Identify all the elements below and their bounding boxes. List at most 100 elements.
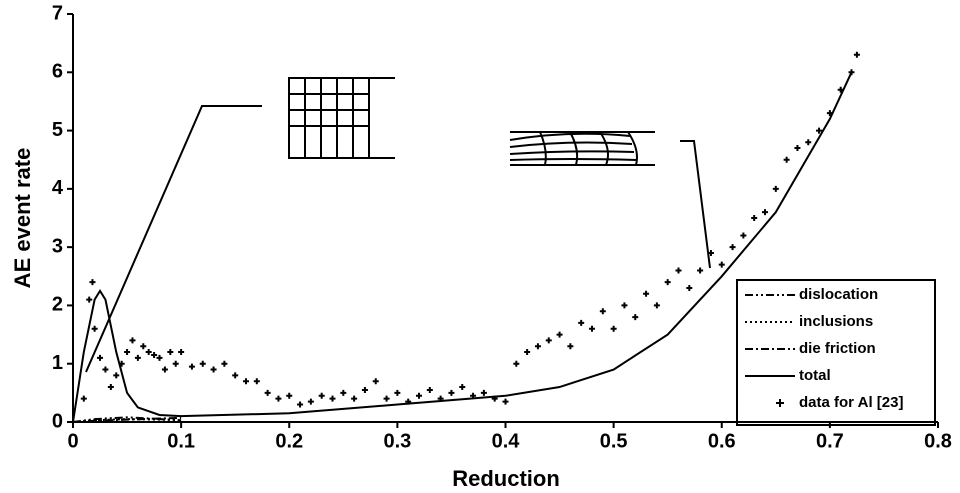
data-point [286, 392, 293, 399]
data-point [113, 372, 120, 379]
data-point [172, 360, 179, 367]
data-point [107, 384, 114, 391]
data-point [545, 337, 552, 344]
x-tick-label: 0.7 [816, 430, 844, 452]
data-point [816, 127, 823, 134]
data-point [524, 349, 531, 356]
data-point [188, 363, 195, 370]
data-point [826, 110, 833, 117]
y-tick-label: 7 [52, 2, 63, 24]
data-point [361, 386, 368, 393]
data-point [502, 398, 509, 405]
data-point [80, 395, 87, 402]
data-point [118, 360, 125, 367]
data-point [340, 389, 347, 396]
y-tick-label: 2 [52, 294, 63, 316]
data-point [740, 232, 747, 239]
y-tick-label: 6 [52, 61, 63, 83]
data-point [102, 366, 109, 373]
data-point [151, 351, 158, 358]
y-tick-label: 3 [52, 235, 63, 257]
data-point [632, 314, 639, 321]
x-tick-label: 0.4 [492, 430, 521, 452]
y-axis-label: AE event rate [10, 148, 35, 289]
data-point [253, 378, 260, 385]
data-point [91, 325, 98, 332]
data-point [480, 389, 487, 396]
data-point [837, 86, 844, 93]
y-tick-label: 0 [52, 410, 63, 432]
y-tick-label: 1 [52, 352, 63, 374]
data-point [297, 401, 304, 408]
data-point [470, 392, 477, 399]
x-tick-label: 0.3 [383, 430, 411, 452]
data-point [140, 343, 147, 350]
data-point [416, 392, 422, 399]
data-point [697, 267, 704, 274]
x-tick-label: 0.5 [600, 430, 628, 452]
data-point [307, 398, 314, 405]
data-point [129, 337, 136, 344]
data-point [161, 366, 168, 373]
data-point [210, 366, 217, 373]
data-point [848, 69, 855, 76]
data-point [134, 354, 141, 361]
data-point [534, 343, 541, 350]
data-point [318, 392, 325, 399]
data-point [567, 343, 574, 350]
x-tick-label: 0 [67, 430, 78, 452]
data-point [448, 389, 455, 396]
data-point [372, 378, 379, 385]
data-point [653, 302, 660, 309]
legend-label: dislocation [799, 286, 878, 303]
data-point [199, 360, 206, 367]
x-tick-label: 0.6 [708, 430, 736, 452]
legend-label: die friction [799, 340, 876, 357]
data-point [383, 395, 390, 402]
data-point [707, 249, 714, 256]
data-point [405, 398, 412, 405]
data-point [599, 308, 606, 315]
data-point [664, 279, 671, 286]
data-point [97, 354, 104, 361]
data-point [156, 354, 163, 361]
inset-deformed [509, 131, 711, 269]
data-point [437, 395, 444, 402]
data-point [221, 360, 228, 367]
legend-label: inclusions [799, 313, 873, 330]
x-tick-label: 0.8 [924, 430, 952, 452]
data-point [264, 389, 271, 396]
data-point [751, 215, 758, 221]
data-point [686, 284, 693, 291]
data-point [643, 290, 650, 297]
data-point [124, 349, 131, 356]
data-point [794, 145, 801, 152]
data-point [426, 386, 433, 393]
data-point [805, 139, 812, 146]
data-point [718, 261, 725, 268]
data-point [459, 384, 466, 391]
data-point [783, 156, 790, 163]
legend-label: data for Al [23] [799, 394, 903, 411]
data-point [772, 185, 779, 192]
legend [736, 279, 936, 426]
data-point [589, 325, 595, 332]
data-point [232, 372, 239, 379]
y-tick-label: 4 [52, 177, 64, 199]
data-point [275, 395, 282, 402]
x-tick-label: 0.1 [167, 430, 195, 452]
data-point [621, 302, 628, 309]
data-point [853, 51, 860, 58]
data-point [556, 331, 563, 338]
data-point [491, 395, 498, 402]
legend-label: total [799, 367, 831, 384]
data-point [86, 296, 93, 303]
data-point [243, 378, 249, 385]
data-point [329, 395, 336, 402]
data-point [167, 349, 174, 356]
x-tick-label: 0.2 [275, 430, 303, 452]
data-point [762, 209, 768, 216]
series-line [72, 416, 182, 423]
